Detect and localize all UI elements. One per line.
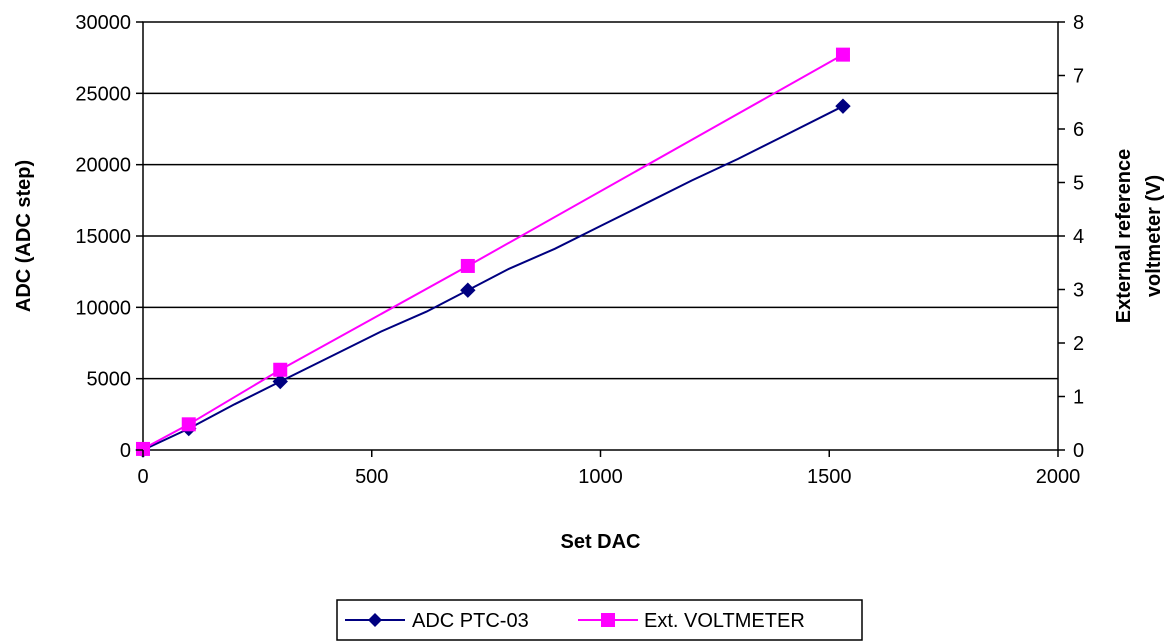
series-line bbox=[142, 53, 844, 450]
x-tick-label: 2000 bbox=[1036, 466, 1081, 488]
y2-tick-label: 2 bbox=[1073, 333, 1084, 355]
y2-tick-label: 4 bbox=[1073, 226, 1084, 248]
x-tick-label: 0 bbox=[137, 466, 148, 488]
y-axis-tick-labels: 0 5000 10000 15000 20000 25000 30000 bbox=[75, 12, 131, 462]
data-point bbox=[273, 362, 288, 377]
y2-axis-tick-labels: 0 1 2 3 4 5 6 7 8 bbox=[1073, 12, 1084, 462]
y2-tick-label: 6 bbox=[1073, 119, 1084, 141]
data-point bbox=[460, 258, 475, 273]
grid bbox=[143, 92, 1058, 380]
legend-label-adc: ADC PTC-03 bbox=[412, 610, 529, 632]
data-point bbox=[272, 373, 288, 390]
legend-marker-diamond bbox=[368, 613, 382, 627]
axes bbox=[136, 21, 1065, 457]
y2-tick-label: 7 bbox=[1073, 66, 1084, 88]
y2-axis-title-line-1: External reference bbox=[1113, 149, 1135, 324]
y2-tick-label: 0 bbox=[1073, 440, 1084, 462]
y2-tick-label: 5 bbox=[1073, 173, 1084, 195]
y2-tick-label: 3 bbox=[1073, 280, 1084, 302]
y-tick-label: 5000 bbox=[87, 369, 132, 391]
data-point bbox=[835, 47, 850, 62]
y-tick-label: 15000 bbox=[75, 226, 131, 248]
x-tick-label: 500 bbox=[355, 466, 388, 488]
y-tick-label: 30000 bbox=[75, 12, 131, 34]
x-axis-title: Set DAC bbox=[560, 531, 640, 553]
y2-axis-title-line-2: voltmeter (V) bbox=[1143, 175, 1165, 297]
y-axis-title: ADC (ADC step) bbox=[13, 160, 35, 312]
legend-marker-square bbox=[601, 613, 615, 627]
data-point bbox=[181, 417, 196, 432]
legend: ADC PTC-03 Ext. VOLTMETER bbox=[336, 599, 863, 641]
series-line bbox=[142, 105, 844, 451]
y-tick-label: 25000 bbox=[75, 83, 131, 105]
y2-tick-label: 8 bbox=[1073, 12, 1084, 34]
y2-tick-label: 1 bbox=[1073, 387, 1084, 409]
y-tick-label: 0 bbox=[120, 440, 131, 462]
y-tick-label: 20000 bbox=[75, 155, 131, 177]
data-point bbox=[835, 98, 851, 114]
x-tick-label: 1000 bbox=[578, 466, 623, 488]
data-point bbox=[460, 282, 476, 298]
x-tick-label: 1500 bbox=[807, 466, 852, 488]
x-axis-tick-labels: 0 500 1000 1500 2000 bbox=[137, 466, 1080, 488]
legend-label-voltmeter: Ext. VOLTMETER bbox=[644, 610, 805, 632]
series-layer bbox=[135, 47, 851, 458]
y-tick-label: 10000 bbox=[75, 297, 131, 319]
